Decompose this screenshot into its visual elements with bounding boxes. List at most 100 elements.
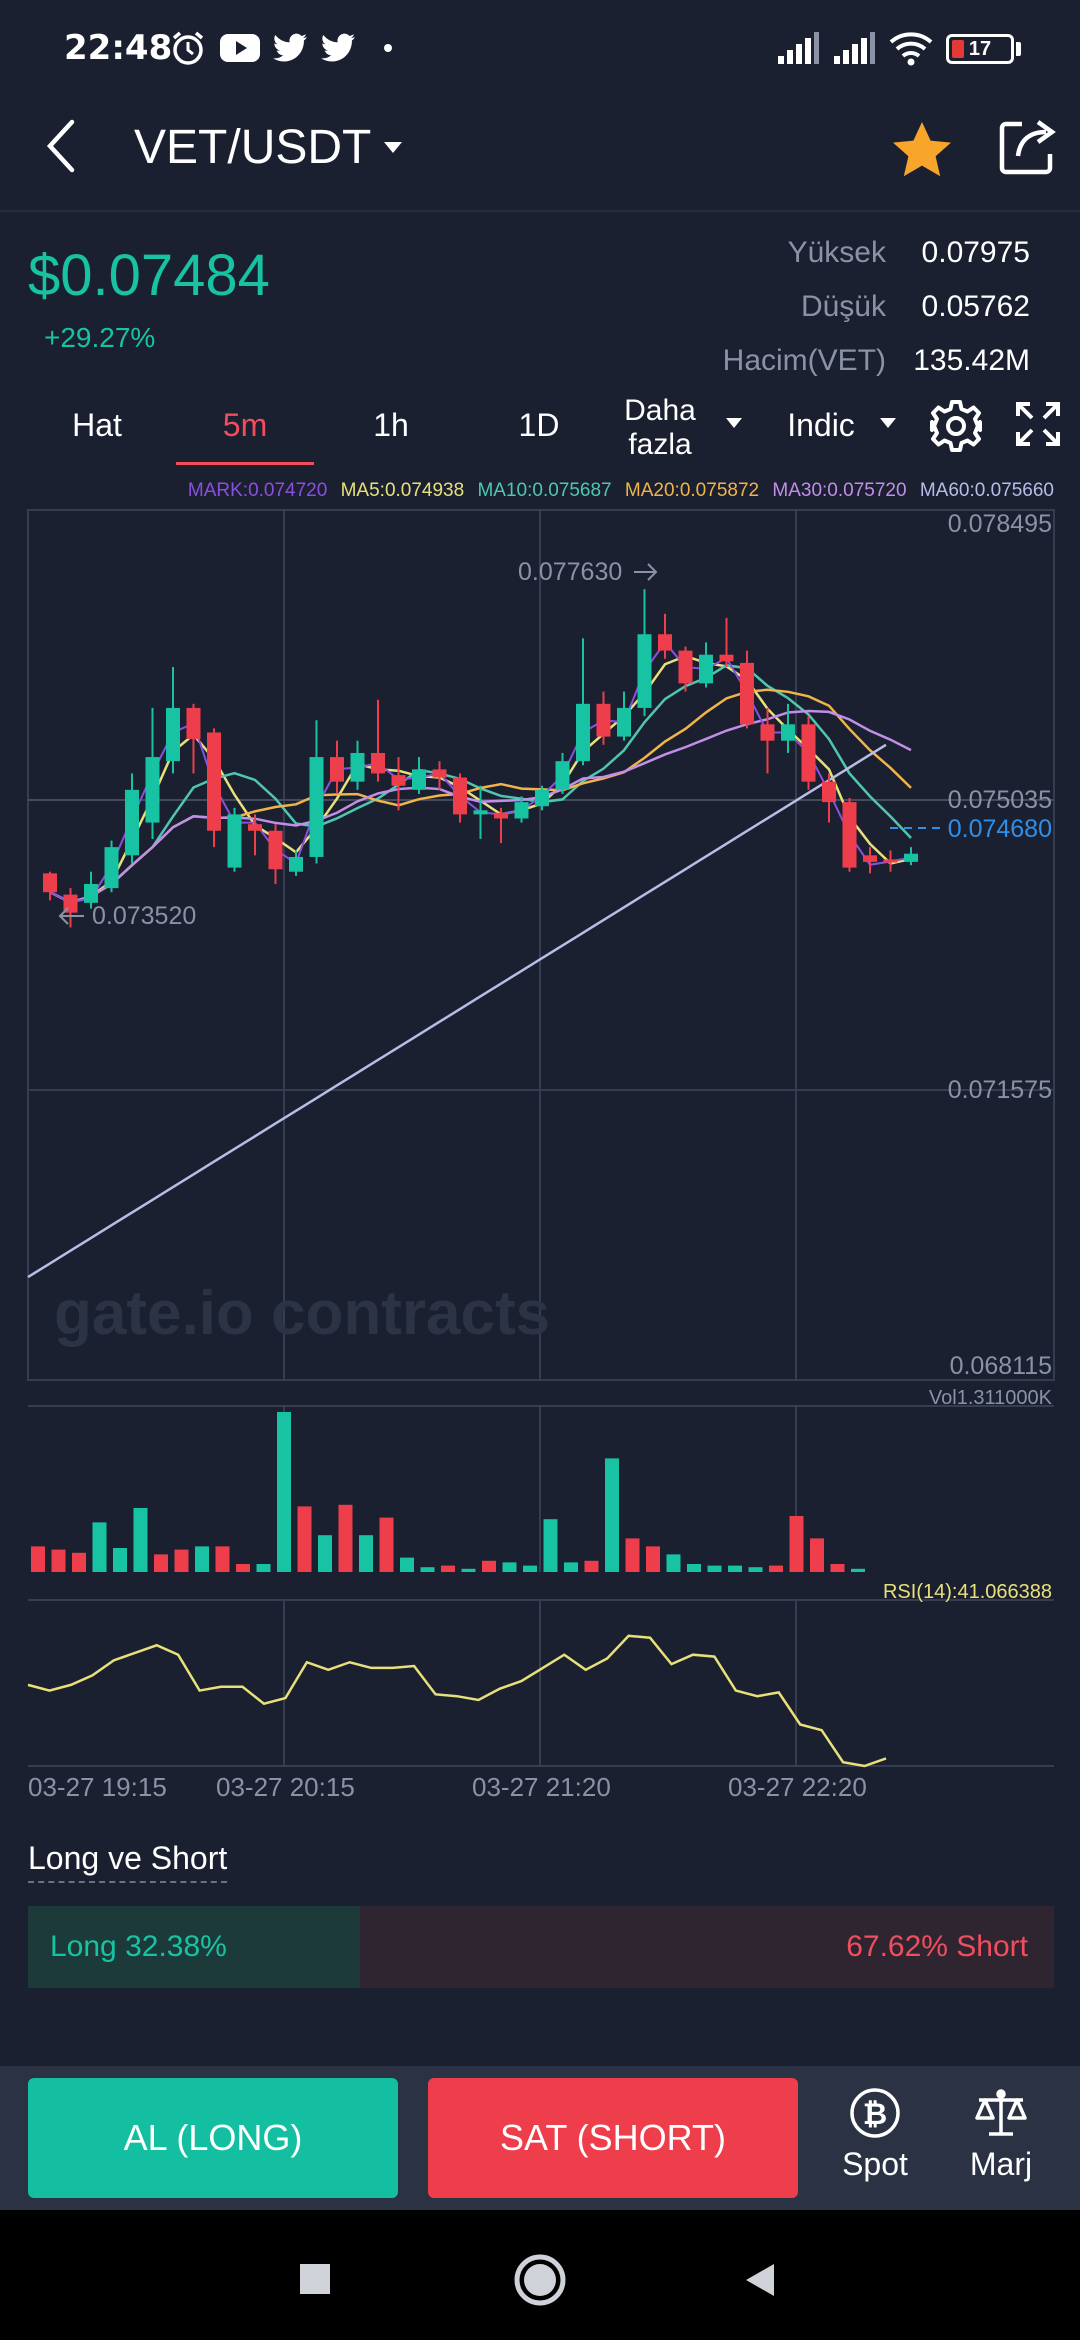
volume-bar: [584, 1560, 599, 1572]
ma-lines: [27, 640, 912, 1279]
signal-icon: [778, 32, 819, 64]
tab-1h[interactable]: 1h: [373, 407, 409, 443]
volume-bar: [769, 1565, 783, 1572]
chart-grid: [27, 509, 1055, 1767]
candle: [330, 740, 344, 794]
candle: [84, 871, 98, 909]
candle: [125, 773, 139, 864]
margin-link[interactable]: Marj: [946, 2086, 1056, 2183]
candle: [473, 785, 488, 839]
price-axis-label: 0.071575: [948, 1076, 1052, 1104]
candle: [842, 798, 857, 872]
caret-down-icon[interactable]: [382, 136, 404, 158]
signal-icon: [834, 32, 875, 64]
ma60-line: [27, 743, 887, 1279]
dot-icon: [384, 44, 392, 52]
volume-bar: [297, 1506, 312, 1572]
youtube-icon: [220, 34, 260, 62]
volume-bar: [605, 1458, 619, 1572]
candle: [104, 840, 119, 893]
max-arrow-icon: [634, 563, 658, 581]
tab-indic[interactable]: Indic: [787, 407, 855, 443]
status-bar: 22:48 17: [0, 0, 1080, 100]
tab-1d[interactable]: 1D: [518, 407, 560, 443]
candle: [760, 707, 775, 774]
long-share-fill: [28, 1906, 361, 1988]
share-icon[interactable]: [996, 114, 1060, 178]
candle: [576, 638, 590, 766]
volume-bar: [420, 1567, 435, 1572]
legend-ma5: MA5:0.074938: [340, 480, 465, 501]
svg-text:₿: ₿: [863, 2097, 887, 2132]
min-price-annotation: 0.073520: [92, 902, 196, 930]
price-axis-label: 0.068115: [950, 1352, 1052, 1380]
volume-bar: [748, 1567, 763, 1572]
fullscreen-icon[interactable]: [1014, 400, 1062, 448]
tab-5m[interactable]: 5m: [222, 407, 268, 443]
twitter-icon: [273, 33, 307, 62]
candle: [555, 752, 570, 794]
mark-line: [49, 640, 912, 904]
candle: [719, 617, 734, 667]
candle: [678, 646, 693, 692]
candle: [227, 807, 242, 872]
legend-ma20: MA20:0.075872: [624, 480, 760, 501]
buy-long-button[interactable]: AL (LONG): [28, 2078, 398, 2198]
tab-line[interactable]: Hat: [72, 407, 122, 443]
more-caret-icon[interactable]: [724, 414, 744, 432]
price-chart[interactable]: gate.io contracts 0.078495 0.075035 0.07…: [0, 500, 1080, 1800]
volume-bar: [236, 1564, 250, 1572]
scale-icon: [975, 2089, 1027, 2136]
volume-bar: [92, 1522, 107, 1572]
stat-high-value: 0.07975: [921, 236, 1030, 269]
status-time: 22:48: [64, 28, 173, 68]
volume-bar: [379, 1517, 394, 1572]
volume-bar: [830, 1564, 845, 1572]
back-nav-icon[interactable]: [740, 2260, 780, 2300]
volume-bar: [215, 1546, 230, 1572]
volume-bar: [154, 1554, 168, 1572]
home-icon[interactable]: [512, 2252, 568, 2308]
volume-bar: [482, 1560, 496, 1572]
candle: [699, 642, 713, 688]
back-icon[interactable]: [38, 116, 88, 176]
tab-active-indicator: [176, 462, 314, 465]
candle: [494, 807, 508, 844]
stat-low-label: Düşük: [800, 290, 886, 323]
ma10-line: [49, 664, 912, 904]
star-icon[interactable]: [890, 118, 954, 182]
candle: [658, 613, 672, 659]
time-axis-label: 03-27 21:20: [472, 1772, 611, 1800]
battery-icon: 17: [946, 34, 1014, 64]
volume-bar: [113, 1548, 127, 1572]
recent-apps-icon[interactable]: [298, 2262, 332, 2296]
volume-bar: [51, 1549, 66, 1572]
volume-bar: [277, 1412, 291, 1572]
watermark: gate.io contracts: [54, 1279, 550, 1348]
sell-short-button[interactable]: SAT (SHORT): [428, 2078, 798, 2198]
time-axis-label: 03-27 20:15: [216, 1772, 355, 1800]
volume-bar: [502, 1562, 517, 1572]
gear-icon[interactable]: [928, 398, 984, 454]
volume-bar: [31, 1546, 45, 1572]
candle: [248, 814, 262, 856]
long-short-title[interactable]: Long ve Short: [28, 1840, 228, 1883]
header: VET/USDT: [0, 100, 1080, 212]
legend-ma10: MA10:0.075687: [477, 480, 612, 501]
candle: [740, 650, 754, 729]
rsi-line: [27, 1634, 887, 1768]
volume-bar: [728, 1565, 742, 1572]
volume-bar: [400, 1557, 414, 1572]
spot-link[interactable]: ₿ Spot: [820, 2086, 930, 2183]
legend-ma60: MA60:0.075660: [919, 480, 1054, 501]
tab-more[interactable]: Daha fazla: [610, 394, 710, 462]
volume-bar: [523, 1565, 537, 1572]
volume-bar: [256, 1564, 271, 1572]
volume-bar: [174, 1549, 189, 1572]
candle: [453, 773, 467, 823]
price-change: +29.27%: [44, 322, 156, 353]
margin-label: Marj: [969, 2146, 1033, 2182]
indic-caret-icon[interactable]: [878, 414, 898, 432]
pair-title[interactable]: VET/USDT: [134, 121, 372, 174]
legend-ma30: MA30:0.075720: [772, 480, 907, 501]
